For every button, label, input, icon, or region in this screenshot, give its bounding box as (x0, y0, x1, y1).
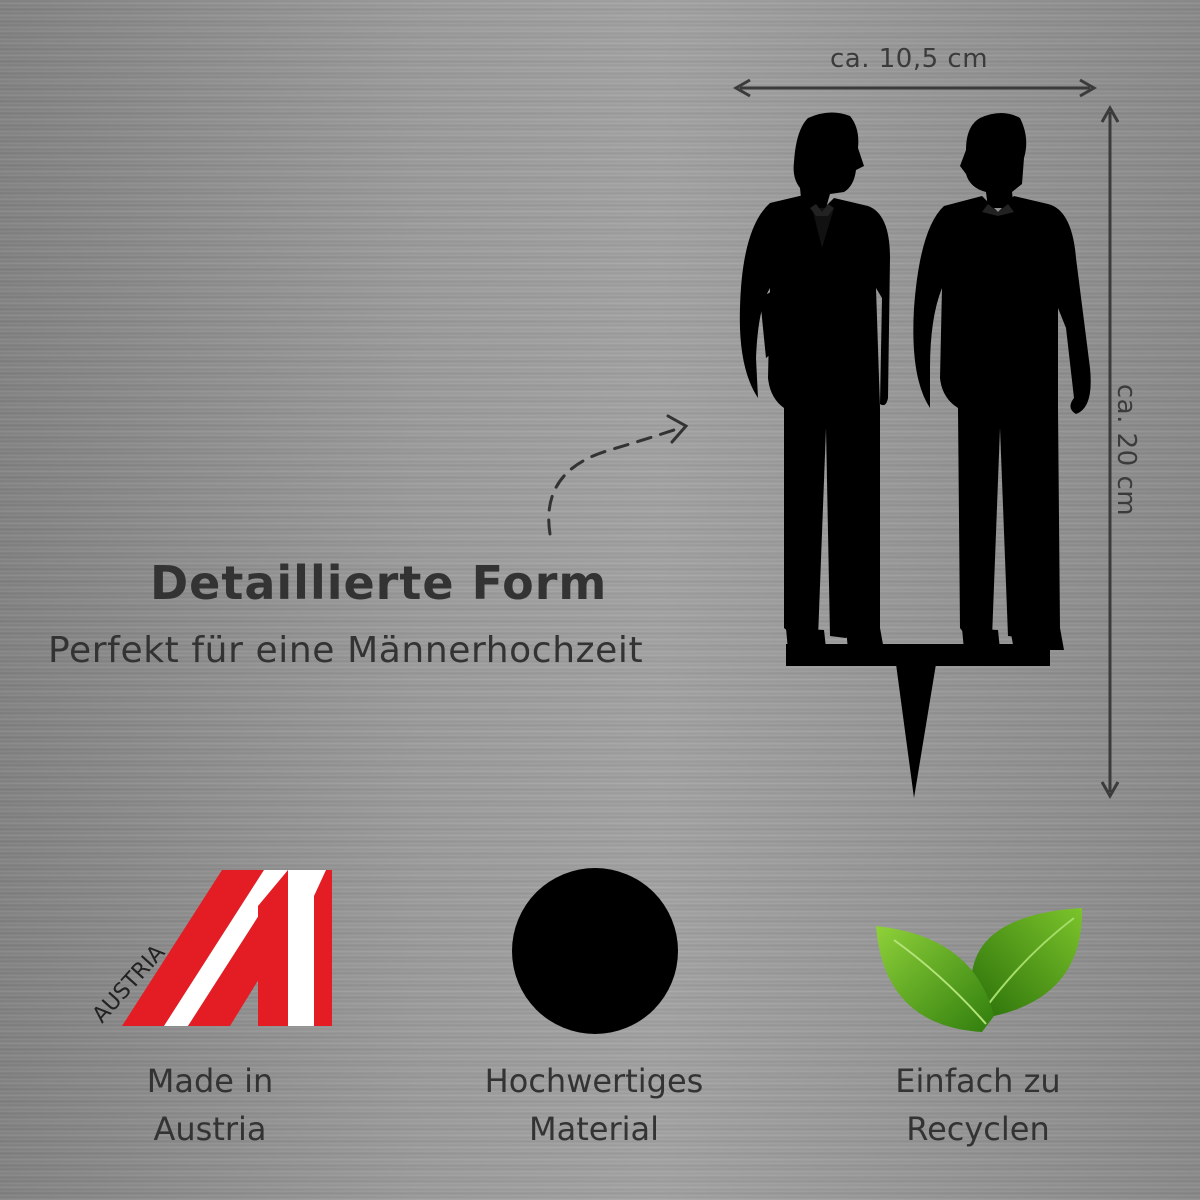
made-in-austria-line2: Austria (153, 1110, 267, 1148)
width-dimension-label: ca. 10,5 cm (830, 44, 989, 74)
material-line1: Hochwertiges (484, 1062, 704, 1100)
made-in-austria-line1: Made in (146, 1062, 274, 1100)
height-dimension-arrow-icon (1100, 104, 1120, 800)
dashed-arrow-icon (547, 414, 689, 536)
recycle-line2: Recyclen (906, 1110, 1050, 1148)
green-leaves-icon (876, 908, 1083, 1032)
material-line2: Material (529, 1110, 659, 1148)
recycle-label: Einfach zu Recyclen (828, 1057, 1128, 1153)
austria-flag-icon: AUSTRIA (88, 870, 332, 1028)
headline: Detaillierte Form (150, 556, 608, 610)
material-label: Hochwertiges Material (444, 1057, 744, 1153)
subline: Perfekt für eine Männerhochzeit (48, 630, 644, 671)
width-dimension-arrow-icon (732, 78, 1098, 98)
recycle-line1: Einfach zu (895, 1062, 1061, 1100)
made-in-austria-label: Made in Austria (60, 1057, 360, 1153)
black-circle-icon (512, 868, 678, 1034)
grooms-silhouette-icon (739, 112, 1091, 798)
height-dimension-label: ca. 20 cm (1111, 383, 1141, 517)
